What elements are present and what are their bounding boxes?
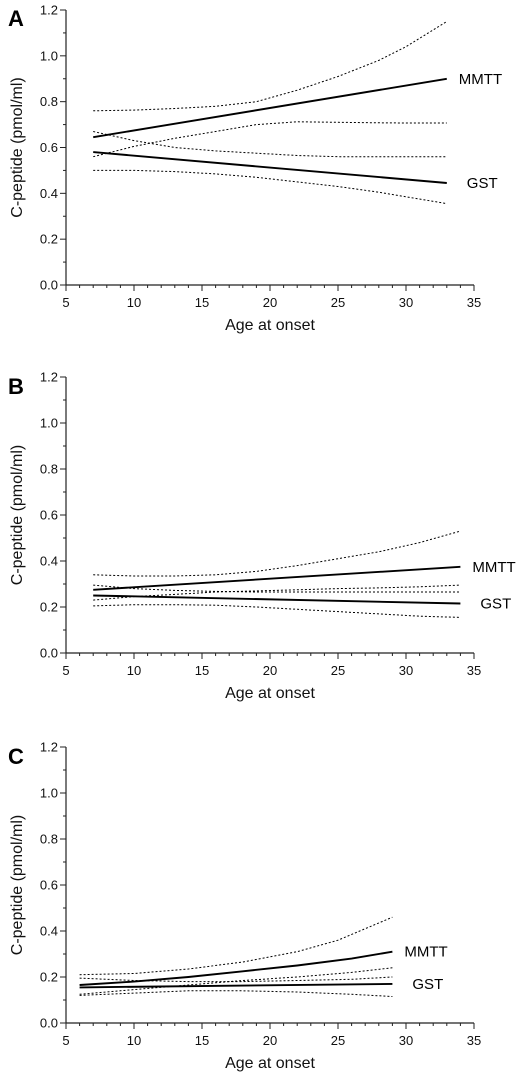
x-tick-label: 25 bbox=[331, 663, 345, 678]
confidence-band-line bbox=[79, 916, 393, 976]
y-tick-label: 0.4 bbox=[40, 924, 58, 939]
confidence-band-line bbox=[93, 169, 447, 205]
y-tick-label: 0.8 bbox=[40, 832, 58, 847]
y-tick-label: 1.0 bbox=[40, 48, 58, 63]
y-tick-label: 1.0 bbox=[40, 416, 58, 431]
panel-b: B 0.0 0.2 0.4 0.6 0.8 1.0 1.2 5 10 15 20 25 30 35 Age a… bbox=[8, 370, 516, 703]
series-line-gst bbox=[79, 982, 393, 989]
x-tick-label: 15 bbox=[195, 1033, 209, 1048]
y-tick-label: 0.2 bbox=[40, 232, 58, 247]
x-tick-label: 20 bbox=[263, 295, 277, 310]
y-tick-label: 0.2 bbox=[40, 970, 58, 985]
y-tick-label: 0.4 bbox=[40, 554, 58, 569]
series-label-gst: GST bbox=[412, 976, 443, 993]
y-axis-title: C-peptide (pmol/ml) bbox=[9, 77, 26, 217]
series-line-mmtt bbox=[93, 77, 447, 139]
y-tick-label: 0.0 bbox=[40, 278, 58, 293]
y-tick-label: 0.6 bbox=[40, 508, 58, 523]
y-tick-label: 0.0 bbox=[40, 1016, 58, 1031]
y-axis-title: C-peptide (pmol/ml) bbox=[9, 445, 26, 585]
x-tick-label: 30 bbox=[399, 1033, 413, 1048]
y-tick-label: 1.2 bbox=[40, 370, 58, 385]
confidence-band-line bbox=[93, 530, 461, 577]
x-tick-label: 30 bbox=[399, 663, 413, 678]
confidence-band-line bbox=[93, 121, 447, 158]
y-tick-label: 0.6 bbox=[40, 878, 58, 893]
y-tick-label: 0.4 bbox=[40, 186, 58, 201]
panel-letter: B bbox=[8, 374, 24, 399]
confidence-band-line bbox=[93, 584, 461, 593]
y-tick-label: 0.8 bbox=[40, 94, 58, 109]
x-tick-label: 25 bbox=[331, 1033, 345, 1048]
x-tick-label: 20 bbox=[263, 663, 277, 678]
x-axis-title: Age at onset bbox=[225, 685, 315, 702]
x-tick-label: 15 bbox=[195, 295, 209, 310]
x-tick-label: 10 bbox=[127, 663, 141, 678]
x-tick-label: 25 bbox=[331, 295, 345, 310]
panel-c: C 0.0 0.2 0.4 0.6 0.8 1.0 1.2 5 10 15 20 25 30 35 Age a… bbox=[8, 740, 481, 1073]
x-tick-label: 5 bbox=[62, 663, 69, 678]
x-axis-title: Age at onset bbox=[225, 1055, 315, 1072]
y-tick-label: 0.2 bbox=[40, 600, 58, 615]
x-tick-label: 10 bbox=[127, 295, 141, 310]
x-tick-label: 10 bbox=[127, 1033, 141, 1048]
y-tick-label: 1.0 bbox=[40, 786, 58, 801]
y-tick-label: 1.2 bbox=[40, 740, 58, 755]
confidence-band-line bbox=[93, 604, 461, 618]
x-tick-label: 35 bbox=[467, 1033, 481, 1048]
x-tick-label: 35 bbox=[467, 295, 481, 310]
series-label-gst: GST bbox=[480, 596, 511, 613]
confidence-band-line bbox=[79, 990, 393, 997]
y-axis-title: C-peptide (pmol/ml) bbox=[9, 815, 26, 955]
confidence-band-line bbox=[93, 131, 447, 158]
series-line-mmtt bbox=[93, 565, 461, 591]
y-tick-label: 0.8 bbox=[40, 462, 58, 477]
panel-letter: A bbox=[8, 6, 24, 31]
series-label-mmtt: MMTT bbox=[459, 71, 502, 88]
y-tick-label: 0.0 bbox=[40, 646, 58, 661]
confidence-band-line bbox=[93, 584, 461, 601]
x-tick-label: 5 bbox=[62, 295, 69, 310]
x-axis-title: Age at onset bbox=[225, 317, 315, 334]
confidence-band-line bbox=[79, 976, 393, 983]
series-label-mmtt: MMTT bbox=[472, 559, 515, 576]
series-line-gst bbox=[93, 594, 461, 605]
confidence-band-line bbox=[79, 967, 393, 995]
series-label-gst: GST bbox=[467, 175, 498, 192]
series-line-gst bbox=[93, 151, 447, 184]
panel-letter: C bbox=[8, 744, 24, 769]
x-tick-label: 20 bbox=[263, 1033, 277, 1048]
x-tick-label: 15 bbox=[195, 663, 209, 678]
series-line-mmtt bbox=[79, 950, 393, 986]
y-tick-label: 0.6 bbox=[40, 140, 58, 155]
confidence-band-line bbox=[93, 21, 448, 112]
x-tick-label: 35 bbox=[467, 663, 481, 678]
y-tick-label: 1.2 bbox=[40, 3, 58, 18]
panel-a: A 0.0 0.2 0.4 0.6 0.8 1.0 1.2 5 10 15 20 25 30 35 Age a… bbox=[8, 3, 502, 335]
x-tick-label: 5 bbox=[62, 1033, 69, 1048]
x-tick-label: 30 bbox=[399, 295, 413, 310]
series-label-mmtt: MMTT bbox=[404, 944, 447, 961]
